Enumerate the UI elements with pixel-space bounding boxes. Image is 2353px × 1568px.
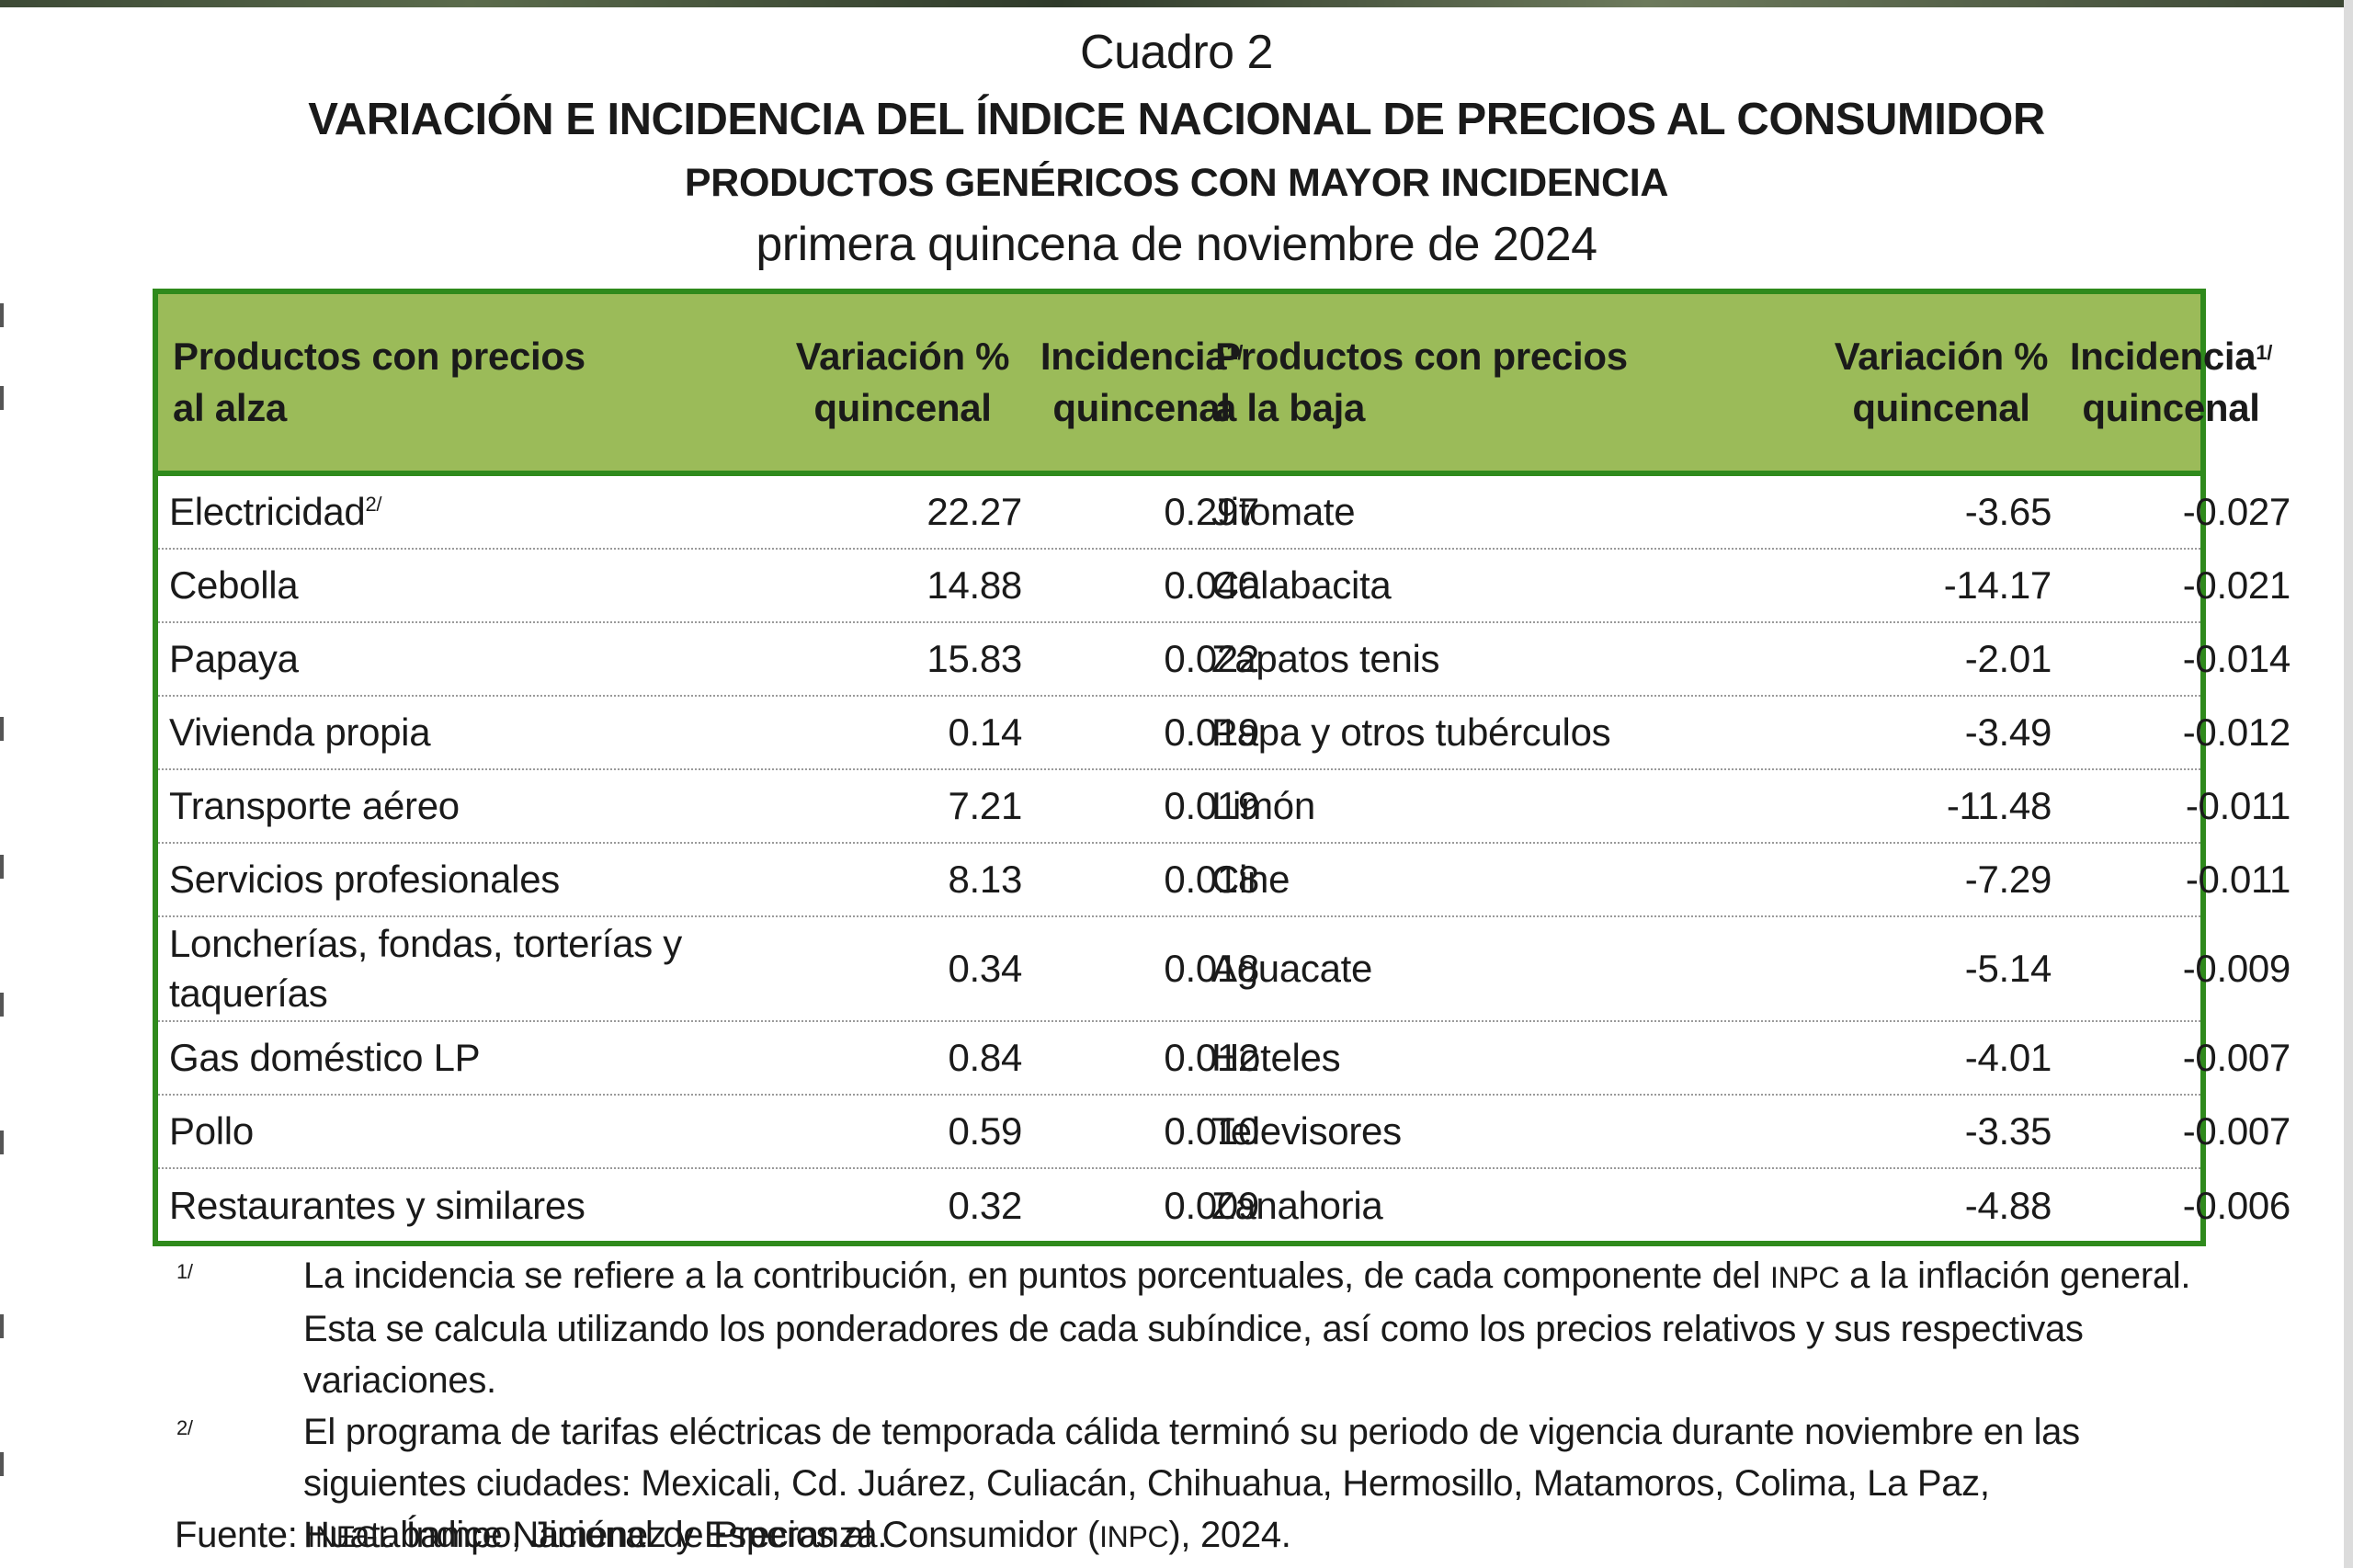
product-down-variation: -4.88 bbox=[1964, 1184, 2052, 1227]
product-down-variation: -5.14 bbox=[1964, 947, 2052, 990]
product-up-incidence: 0.019 bbox=[1164, 784, 1259, 827]
product-up-variation: 0.14 bbox=[948, 710, 1022, 754]
product-up-name: Pollo bbox=[169, 1109, 254, 1153]
table-row: Electricidad 2/22.27 0.297 Jitomate -3.65 -0.… bbox=[158, 476, 2290, 550]
table-row: Servicios profesionales 8.13 0.018 Cine -7.2… bbox=[158, 844, 2290, 917]
table-header: Productos con precios al alza Variación … bbox=[158, 294, 2272, 476]
right-edge-strip bbox=[2344, 0, 2353, 1568]
product-down-variation: -4.01 bbox=[1964, 1036, 2052, 1079]
product-up-variation: 8.13 bbox=[948, 858, 1022, 901]
product-down-variation: -11.48 bbox=[1946, 784, 2052, 827]
footnote-2-mark: 2/ bbox=[176, 1416, 193, 1439]
header-incidence-down: Incidencia1/ quincenal bbox=[2069, 335, 2273, 429]
table-row: Loncherías, fondas, torterías y taquería… bbox=[158, 917, 2290, 1022]
footnote-2: 2/ El programa de tarifas eléctricas de … bbox=[175, 1406, 2206, 1561]
product-up-incidence: 0.022 bbox=[1164, 637, 1259, 680]
product-down-incidence: -0.021 bbox=[2182, 563, 2291, 607]
table-body: Electricidad 2/22.27 0.297 Jitomate -3.65 -0.… bbox=[158, 476, 2290, 1243]
product-up-variation: 0.59 bbox=[948, 1109, 1022, 1153]
product-up-name: Restaurantes y similares bbox=[169, 1184, 585, 1227]
header-incidence-up: Incidencia1/ quincenal bbox=[1040, 335, 1244, 429]
document-subtitle: PRODUCTOS GENÉRICOS CON MAYOR INCIDENCIA bbox=[684, 161, 1669, 205]
table-row: Restaurantes y similares 0.32 0.009 Zanahor… bbox=[158, 1169, 2290, 1243]
document-headings: Cuadro 2 VARIACIÓN E INCIDENCIA DEL ÍNDI… bbox=[0, 22, 2353, 276]
product-up-incidence: 0.009 bbox=[1164, 1184, 1259, 1227]
product-down-variation: -2.01 bbox=[1964, 637, 2052, 680]
product-up-name: Gas doméstico LP bbox=[169, 1036, 481, 1079]
product-down-name: Televisores bbox=[1211, 1109, 1402, 1153]
product-down-variation: -3.49 bbox=[1964, 710, 2052, 754]
header-products-up: Productos con precios al alza bbox=[173, 335, 585, 429]
product-down-variation: -3.35 bbox=[1964, 1109, 2052, 1153]
table-row: Vivienda propia 0.14 0.019 Papa y otros tub… bbox=[158, 697, 2290, 770]
product-up-incidence: 0.018 bbox=[1164, 858, 1259, 901]
product-down-name: Aguacate bbox=[1211, 947, 1373, 990]
document-period: primera quincena de noviembre de 2024 bbox=[756, 218, 1597, 271]
product-down-name: Calabacita bbox=[1211, 563, 1392, 607]
product-down-name: Zapatos tenis bbox=[1211, 637, 1440, 680]
product-down-incidence: -0.011 bbox=[2185, 858, 2290, 901]
product-up-incidence: 0.297 bbox=[1164, 490, 1259, 533]
product-up-name: Servicios profesionales bbox=[169, 858, 560, 901]
product-up-name: Vivienda propia bbox=[169, 710, 431, 754]
table-row: Transporte aéreo 7.21 0.019 Limón -11.48 -0.0… bbox=[158, 770, 2290, 844]
product-down-name: Papa y otros tubérculos bbox=[1211, 710, 1611, 754]
document-title: VARIACIÓN E INCIDENCIA DEL ÍNDICE NACION… bbox=[308, 95, 2045, 144]
product-down-incidence: -0.014 bbox=[2182, 637, 2291, 680]
product-up-name: Transporte aéreo bbox=[169, 784, 460, 827]
product-up-variation: 22.27 bbox=[926, 490, 1022, 533]
product-down-name: Limón bbox=[1211, 784, 1315, 827]
product-down-incidence: -0.007 bbox=[2182, 1109, 2291, 1153]
product-down-name: Zanahoria bbox=[1211, 1184, 1383, 1227]
product-down-variation: -3.65 bbox=[1964, 490, 2052, 533]
product-up-incidence: 0.040 bbox=[1164, 563, 1259, 607]
product-up-name: Electricidad 2/ bbox=[169, 490, 382, 533]
product-up-incidence: 0.019 bbox=[1164, 710, 1259, 754]
product-down-incidence: -0.006 bbox=[2182, 1184, 2291, 1227]
header-variation-up: Variación % quincenal bbox=[795, 335, 1010, 429]
product-down-name: Jitomate bbox=[1211, 490, 1356, 533]
header-products-down: Productos con precios a la baja bbox=[1215, 335, 1628, 429]
product-up-incidence: 0.018 bbox=[1164, 947, 1259, 990]
product-down-incidence: -0.027 bbox=[2182, 490, 2291, 533]
footnote-1: 1/ La incidencia se refiere a la contrib… bbox=[175, 1250, 2206, 1406]
footnotes: 1/ La incidencia se refiere a la contrib… bbox=[175, 1250, 2206, 1561]
product-down-name: Cine bbox=[1211, 858, 1290, 901]
table-row: Papaya 15.83 0.022 Zapatos tenis -2.01 -0.014 bbox=[158, 623, 2290, 697]
product-down-variation: -7.29 bbox=[1964, 858, 2052, 901]
product-down-incidence: -0.011 bbox=[2185, 784, 2290, 827]
product-up-incidence: 0.010 bbox=[1164, 1109, 1259, 1153]
header-variation-down: Variación % quincenal bbox=[1834, 335, 2049, 429]
table-number: Cuadro 2 bbox=[1080, 26, 1273, 79]
product-down-incidence: -0.009 bbox=[2182, 947, 2291, 990]
product-up-variation: 7.21 bbox=[948, 784, 1022, 827]
product-up-variation: 14.88 bbox=[926, 563, 1022, 607]
product-down-name: Hoteles bbox=[1211, 1036, 1341, 1079]
table-row: Cebolla 14.88 0.040 Calabacita -14.17 -0.021 bbox=[158, 550, 2290, 623]
footnote-1-mark: 1/ bbox=[176, 1260, 193, 1283]
product-up-variation: 15.83 bbox=[926, 637, 1022, 680]
product-up-variation: 0.32 bbox=[948, 1184, 1022, 1227]
product-up-name: Papaya bbox=[169, 637, 299, 680]
top-image-strip bbox=[0, 0, 2353, 7]
product-up-name: Cebolla bbox=[169, 563, 299, 607]
product-up-variation: 0.34 bbox=[948, 947, 1022, 990]
data-table: Productos con precios al alza Variación … bbox=[153, 289, 2290, 1246]
product-up-name: Loncherías, fondas, torterías y taquería… bbox=[169, 922, 683, 1015]
product-up-variation: 0.84 bbox=[948, 1036, 1022, 1079]
table-row: Gas doméstico LP 0.84 0.012 Hoteles -4.01 -0.… bbox=[158, 1022, 2290, 1096]
source-line: Fuente: INEGI. Índice Nacional de Precio… bbox=[175, 1515, 1291, 1555]
product-up-incidence: 0.012 bbox=[1164, 1036, 1259, 1079]
product-down-variation: -14.17 bbox=[1943, 563, 2052, 607]
table-row: Pollo 0.59 0.010 Televisores -3.35 -0.007 bbox=[158, 1096, 2290, 1169]
product-down-incidence: -0.007 bbox=[2182, 1036, 2291, 1079]
product-down-incidence: -0.012 bbox=[2182, 710, 2291, 754]
